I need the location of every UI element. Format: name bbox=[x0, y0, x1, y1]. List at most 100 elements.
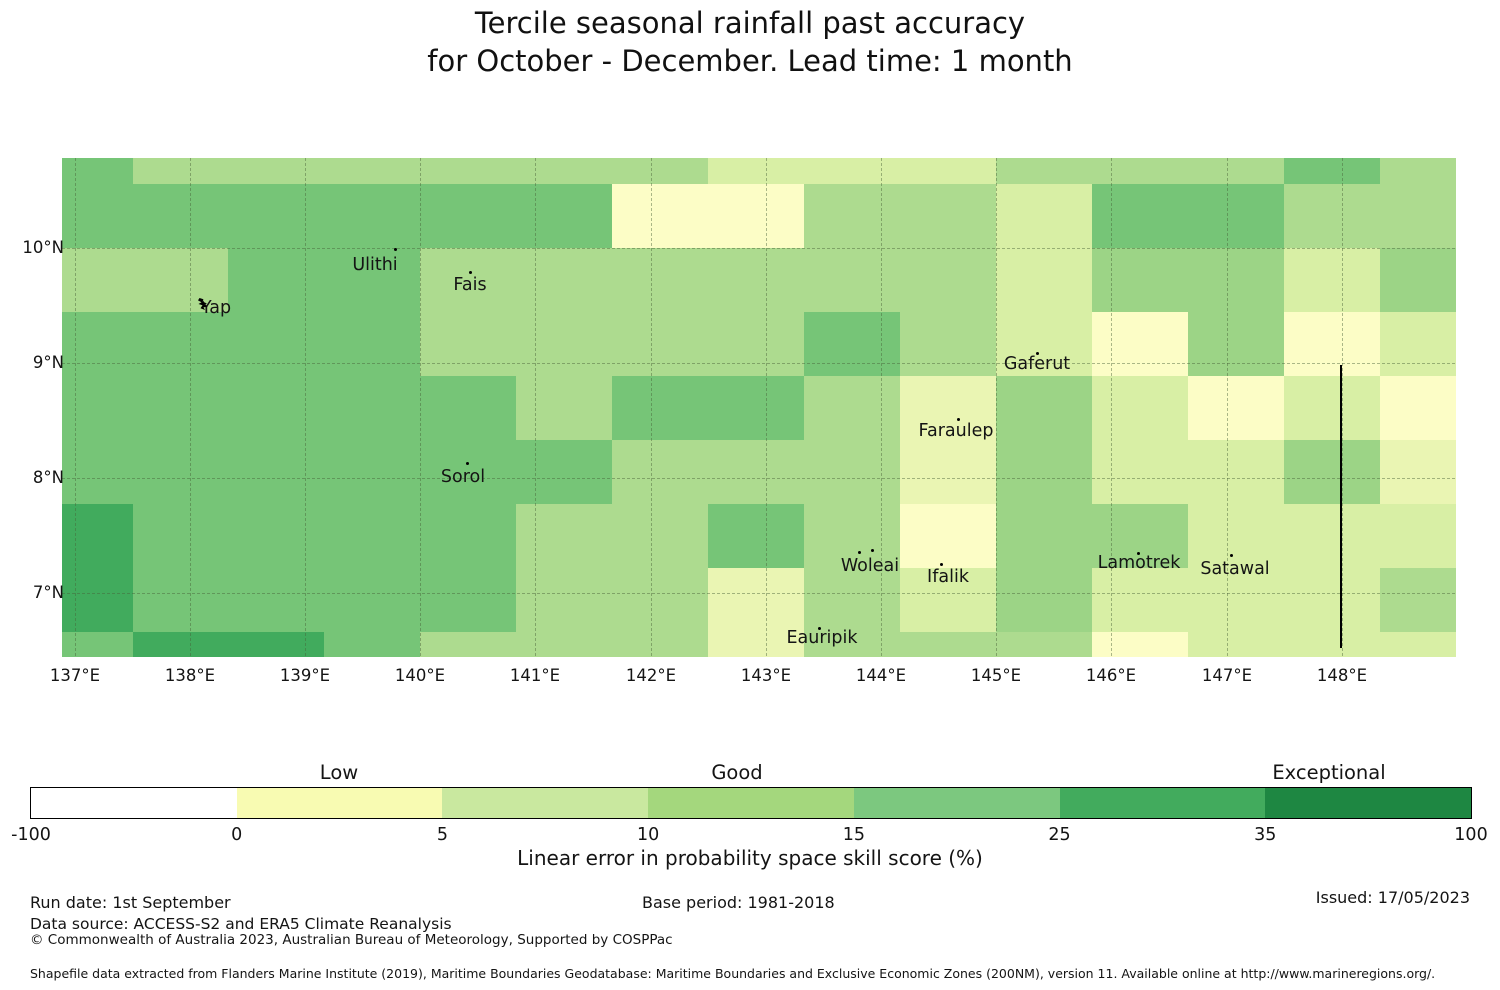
map-cell bbox=[1091, 312, 1189, 377]
map-cell bbox=[612, 504, 709, 569]
map-cell bbox=[62, 248, 134, 313]
longitude-gridline bbox=[651, 158, 652, 656]
map-cell bbox=[708, 632, 805, 657]
longitude-gridline bbox=[75, 158, 76, 656]
colorbar-segment bbox=[648, 788, 855, 818]
map-cell bbox=[1379, 376, 1456, 441]
map-cell bbox=[1379, 158, 1456, 185]
map-cell bbox=[1283, 504, 1381, 569]
footer-shapefile-attribution: Shapefile data extracted from Flanders M… bbox=[30, 966, 1436, 981]
map-cell bbox=[1187, 632, 1285, 657]
map-cell bbox=[420, 504, 517, 569]
colorbar-tick-label: 10 bbox=[637, 825, 660, 845]
map-cell bbox=[1283, 184, 1381, 249]
map-cell bbox=[324, 158, 421, 185]
island-label-satawal: Satawal bbox=[1200, 559, 1270, 579]
map-cell bbox=[516, 184, 613, 249]
y-axis-tick-label: 8°N bbox=[32, 468, 64, 487]
longitude-gridline bbox=[996, 158, 997, 656]
colorbar-tick-label: 0 bbox=[231, 825, 243, 845]
map-cell bbox=[1187, 184, 1285, 249]
map-cell bbox=[1091, 184, 1189, 249]
longitude-gridline bbox=[766, 158, 767, 656]
map-cell bbox=[324, 504, 421, 569]
map-cell bbox=[228, 632, 325, 657]
map-cell bbox=[612, 376, 709, 441]
map-cell bbox=[1091, 376, 1189, 441]
map-cell bbox=[1187, 376, 1285, 441]
footer-base-period: Base period: 1981-2018 bbox=[642, 893, 835, 912]
map-cell bbox=[228, 312, 325, 377]
map-cell bbox=[516, 158, 613, 185]
map-cell bbox=[899, 248, 997, 313]
colorbar-segment bbox=[442, 788, 649, 818]
map-cell bbox=[708, 504, 805, 569]
map-cell bbox=[995, 184, 1093, 249]
island-marker-dot bbox=[1230, 554, 1233, 557]
map-cell bbox=[132, 440, 229, 505]
footer-run-date: Run date: 1st September bbox=[30, 893, 231, 912]
map-cell bbox=[899, 158, 997, 185]
chart-title-line1: Tercile seasonal rainfall past accuracy bbox=[474, 6, 1026, 40]
island-label-woleai: Woleai bbox=[840, 556, 900, 576]
map-cell bbox=[899, 440, 997, 505]
longitude-gridline bbox=[1227, 158, 1228, 656]
map-cell bbox=[132, 568, 229, 633]
map-cell bbox=[228, 184, 325, 249]
map-cell bbox=[1283, 376, 1381, 441]
map-cell bbox=[1283, 568, 1381, 633]
map-cell bbox=[420, 158, 517, 185]
map-cell bbox=[1379, 632, 1456, 657]
island-marker-dot bbox=[818, 627, 821, 630]
map-cell bbox=[324, 440, 421, 505]
map-cell bbox=[132, 158, 229, 185]
map-cell bbox=[62, 632, 134, 657]
map-cell bbox=[1283, 632, 1381, 657]
map-cell bbox=[708, 248, 805, 313]
map-cell bbox=[1187, 440, 1285, 505]
x-axis-tick-label: 148°E bbox=[1316, 666, 1368, 685]
map-cell bbox=[899, 504, 997, 569]
colorbar-tick-label: 100 bbox=[1454, 825, 1488, 845]
map-cell bbox=[995, 312, 1093, 377]
map-cell bbox=[899, 184, 997, 249]
map-cell bbox=[420, 632, 517, 657]
map-cell bbox=[1283, 312, 1381, 377]
island-label-yap: Yap bbox=[200, 298, 232, 318]
yap-island-shape bbox=[198, 298, 208, 310]
map-cell bbox=[516, 248, 613, 313]
map-cell bbox=[803, 184, 901, 249]
map-cell bbox=[516, 440, 613, 505]
map-cell bbox=[62, 568, 134, 633]
colorbar-segment bbox=[31, 788, 238, 818]
latitude-gridline bbox=[62, 593, 1455, 594]
map-cell bbox=[708, 158, 805, 185]
map-cell bbox=[1283, 440, 1381, 505]
island-label-fais: Fais bbox=[453, 275, 487, 295]
map-cell bbox=[1379, 312, 1456, 377]
x-axis-tick-label: 145°E bbox=[970, 666, 1022, 685]
longitude-gridline bbox=[420, 158, 421, 656]
map-cell bbox=[1379, 184, 1456, 249]
map-cell bbox=[899, 632, 997, 657]
y-axis-tick-label: 9°N bbox=[32, 353, 64, 372]
colorbar-category-label-exceptional: Exceptional bbox=[1272, 761, 1386, 784]
map-cell bbox=[995, 376, 1093, 441]
map-cell bbox=[420, 184, 517, 249]
colorbar-tick-label: 5 bbox=[436, 825, 448, 845]
map-cell bbox=[132, 184, 229, 249]
latitude-gridline bbox=[62, 478, 1455, 479]
island-label-gaferut: Gaferut bbox=[1003, 354, 1071, 374]
island-marker-dot bbox=[858, 551, 861, 554]
colorbar-axis-label: Linear error in probability space skill … bbox=[517, 846, 983, 870]
x-axis-tick-label: 137°E bbox=[49, 666, 101, 685]
x-axis-tick-label: 143°E bbox=[740, 666, 792, 685]
map-cell bbox=[324, 248, 421, 313]
map-cell bbox=[708, 184, 805, 249]
map-cell bbox=[708, 568, 805, 633]
map-cell bbox=[803, 312, 901, 377]
map-cell bbox=[1091, 248, 1189, 313]
footer-data-source: Data source: ACCESS-S2 and ERA5 Climate … bbox=[30, 915, 452, 933]
map-cell bbox=[62, 158, 134, 185]
